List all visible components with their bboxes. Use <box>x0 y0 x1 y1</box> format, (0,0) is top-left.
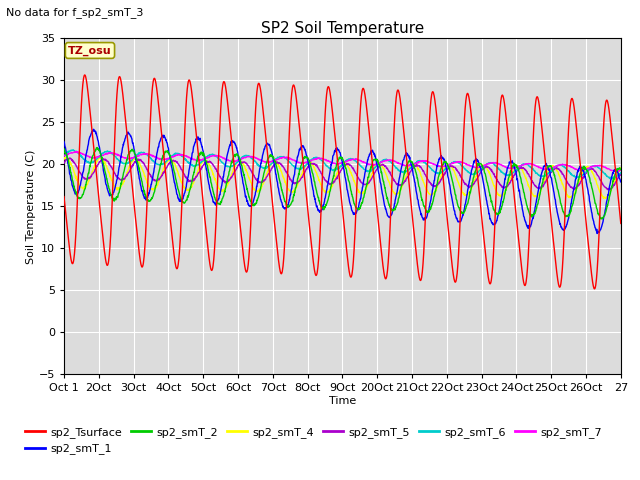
X-axis label: Time: Time <box>329 396 356 406</box>
Text: TZ_osu: TZ_osu <box>68 45 112 56</box>
Text: No data for f_sp2_smT_3: No data for f_sp2_smT_3 <box>6 7 144 18</box>
Title: SP2 Soil Temperature: SP2 Soil Temperature <box>260 21 424 36</box>
Legend: sp2_Tsurface, sp2_smT_1, sp2_smT_2, sp2_smT_4, sp2_smT_5, sp2_smT_6, sp2_smT_7: sp2_Tsurface, sp2_smT_1, sp2_smT_2, sp2_… <box>25 427 602 455</box>
Y-axis label: Soil Temperature (C): Soil Temperature (C) <box>26 149 36 264</box>
